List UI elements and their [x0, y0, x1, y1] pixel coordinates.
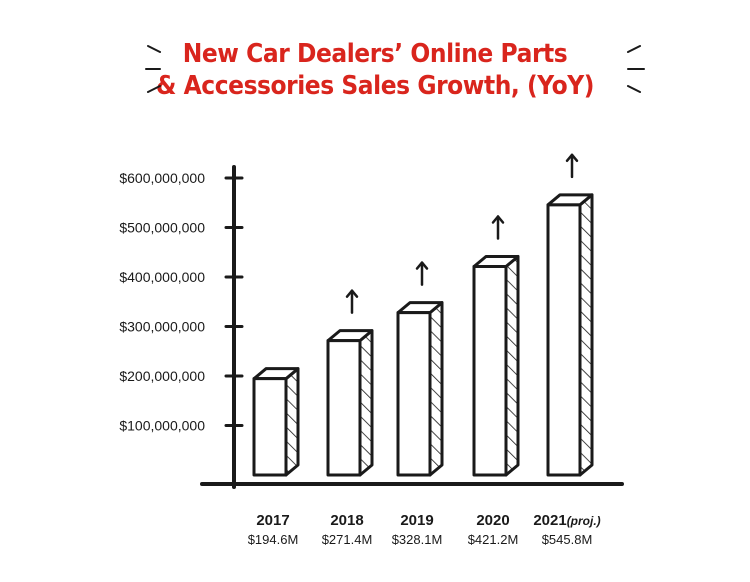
bar-side-face: [428, 301, 444, 477]
y-tick-label: $600,000,000: [119, 170, 205, 186]
bar-value-label: $545.8M: [542, 532, 593, 547]
y-tick-label: $500,000,000: [119, 220, 205, 236]
x-category-suffix: (proj.): [567, 514, 601, 528]
bar-front-face: [546, 203, 582, 477]
bar-side-face: [358, 329, 374, 477]
bar-value-label: $194.6M: [248, 532, 299, 547]
up-arrow-icon: [565, 153, 579, 179]
y-axis-ticks: $100,000,000 $200,000,000 $300,000,000 $400…: [119, 170, 244, 434]
bar-front-face: [472, 265, 508, 477]
chart-title-line-1: New Car Dealers’ Online Parts: [182, 39, 568, 69]
y-tick-label: $200,000,000: [119, 368, 205, 384]
y-tick-label: $300,000,000: [119, 319, 205, 335]
bar-value-label: $328.1M: [392, 532, 443, 547]
x-category-label: 2021(proj.): [533, 512, 600, 529]
bar-front-face: [396, 311, 432, 477]
x-category-label: 2018: [330, 512, 363, 529]
x-category-label: 2019: [400, 512, 433, 529]
bar: [396, 301, 444, 477]
bars: [252, 153, 594, 477]
title-sparkle-left-icon: [145, 45, 161, 93]
bar-value-label: $271.4M: [322, 532, 373, 547]
bar: [252, 367, 300, 477]
bar: [472, 255, 520, 477]
bar-side-face: [504, 255, 520, 477]
bar: [326, 329, 374, 477]
bar-front-face: [326, 339, 362, 477]
bar: [546, 193, 594, 477]
chart-title-line-2: & Accessories Sales Growth, (YoY): [155, 71, 594, 101]
x-category-label: 2017: [256, 512, 289, 529]
bar-side-face: [284, 367, 300, 477]
up-arrow-icon: [491, 215, 505, 240]
y-tick-label: $400,000,000: [119, 269, 205, 285]
x-category-label: 2020: [476, 512, 509, 529]
x-axis-labels: 2017 $194.6M 2018 $271.4M 2019 $328.1M 2020 $42…: [248, 512, 601, 547]
y-tick-label: $100,000,000: [119, 418, 205, 434]
bar-front-face: [252, 377, 288, 477]
title-sparkle-right-icon: [627, 45, 645, 93]
bar-side-face: [578, 193, 594, 477]
bar-value-label: $421.2M: [468, 532, 519, 547]
chart-title: New Car Dealers’ Online Parts & Accessor…: [38, 38, 713, 102]
up-arrow-icon: [345, 289, 359, 314]
up-arrow-icon: [415, 261, 429, 286]
